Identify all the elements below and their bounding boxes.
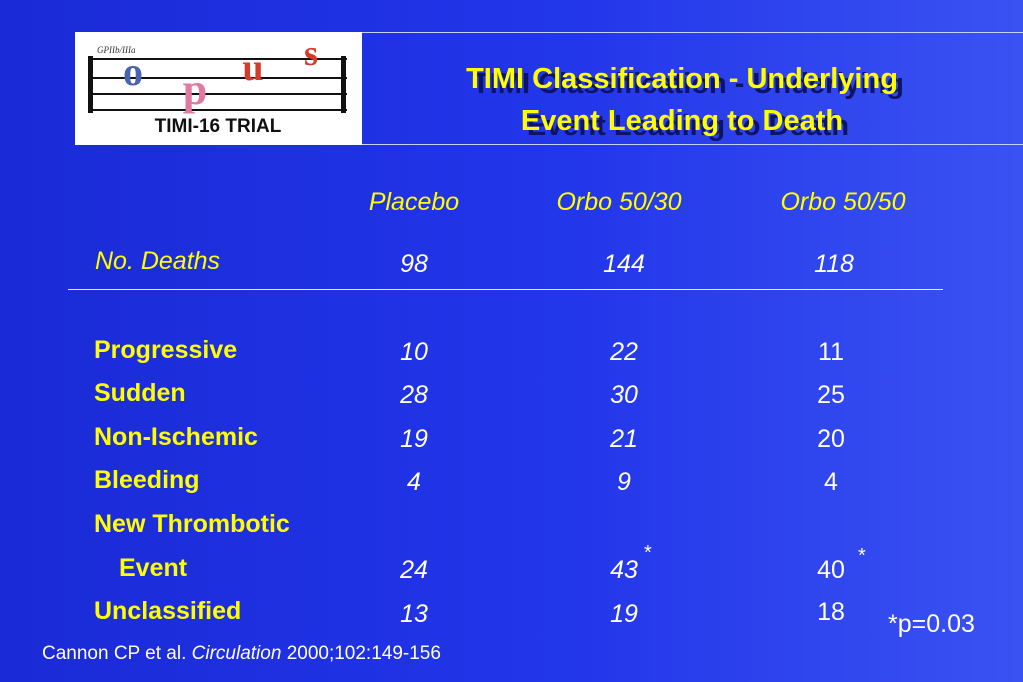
cell-thrombotic-placebo: 24: [400, 556, 428, 584]
title-line-2-shadow: Event Leading to Death: [526, 110, 850, 142]
cell-sudden-orbo-50-30: 30: [610, 381, 638, 409]
logo-letter-p: p: [183, 65, 207, 114]
logo-letter-s: s: [304, 33, 318, 73]
cell-progressive-orbo-50-30: 22: [610, 338, 638, 366]
significance-asterisk: *: [858, 545, 866, 567]
row-label-unclassified: Unclassified: [94, 597, 242, 625]
p-value-footnote: *p=0.03: [888, 610, 975, 638]
logo-letter-u: u: [242, 47, 263, 89]
cell-unclassified-orbo-50-30: 19: [610, 600, 638, 628]
cell-unclassified-placebo: 13: [400, 600, 428, 628]
column-header-orbo-50-30: Orbo 50/30: [556, 188, 682, 216]
deaths-label: No. Deaths: [95, 247, 221, 275]
deaths-orbo-50-30: 144: [603, 250, 645, 278]
column-header-orbo-50-50: Orbo 50/50: [780, 188, 906, 216]
cell-progressive-placebo: 10: [400, 338, 428, 366]
opus-logo-graphic: GPIIb/IIIa o p u s TIMI-16 TRIAL: [88, 33, 347, 137]
cell-thrombotic-orbo-50-30: 43: [610, 556, 638, 584]
cell-non-ischemic-orbo-50-50: 20: [817, 425, 845, 453]
title-line-1-text: TIMI Classification - Underlying: [466, 63, 898, 95]
cell-bleeding-orbo-50-50: 4: [824, 468, 838, 496]
cell-non-ischemic-orbo-50-30: 21: [610, 425, 638, 453]
title-line-2: Event Leading to Death Event Leading to …: [362, 100, 1002, 142]
logo-small-text: GPIIb/IIIa: [97, 45, 136, 55]
row-label-progressive: Progressive: [94, 336, 238, 364]
row-label-new-thrombotic: New Thrombotic: [94, 510, 290, 538]
significance-asterisk: *: [644, 542, 652, 564]
citation: Cannon CP et al. Circulation 2000;102:14…: [42, 643, 441, 665]
citation-details: 2000;102:149-156: [286, 643, 441, 664]
row-label-event: Event: [119, 554, 188, 582]
cell-bleeding-placebo: 4: [407, 468, 421, 496]
header-bottom-rule: [362, 144, 1023, 145]
logo-letter-o: o: [123, 49, 143, 94]
title-line-1-shadow: TIMI Classification - Underlying: [472, 68, 904, 100]
cell-unclassified-orbo-50-50: 18: [817, 598, 845, 626]
title-line-2-text: Event Leading to Death: [520, 105, 844, 137]
row-label-bleeding: Bleeding: [94, 466, 200, 494]
cell-non-ischemic-placebo: 19: [400, 425, 428, 453]
column-header-placebo: Placebo: [368, 188, 460, 216]
cell-thrombotic-orbo-50-50: 40: [817, 556, 845, 584]
citation-authors: Cannon CP et al.: [42, 643, 187, 664]
right-bar-line: [341, 56, 346, 113]
left-bar-line: [88, 56, 93, 113]
cell-bleeding-orbo-50-30: 9: [617, 468, 631, 496]
title-line-1: TIMI Classification - Underlying TIMI Cl…: [362, 58, 1002, 100]
cell-sudden-placebo: 28: [400, 381, 428, 409]
header-top-rule: [362, 32, 1023, 33]
deaths-placebo: 98: [400, 250, 428, 278]
row-label-non-ischemic: Non-Ischemic: [94, 423, 258, 451]
citation-journal: Circulation: [191, 643, 282, 664]
row-label-sudden: Sudden: [94, 379, 186, 407]
logo-trial-text: TIMI-16 TRIAL: [155, 116, 282, 137]
table-divider: [68, 289, 943, 290]
deaths-orbo-50-50: 118: [814, 250, 854, 278]
cell-progressive-orbo-50-50: 11: [818, 338, 844, 366]
slide-title: TIMI Classification - Underlying TIMI Cl…: [362, 58, 1002, 142]
opus-trial-logo: GPIIb/IIIa o p u s TIMI-16 TRIAL: [75, 32, 362, 145]
cell-sudden-orbo-50-50: 25: [817, 381, 845, 409]
